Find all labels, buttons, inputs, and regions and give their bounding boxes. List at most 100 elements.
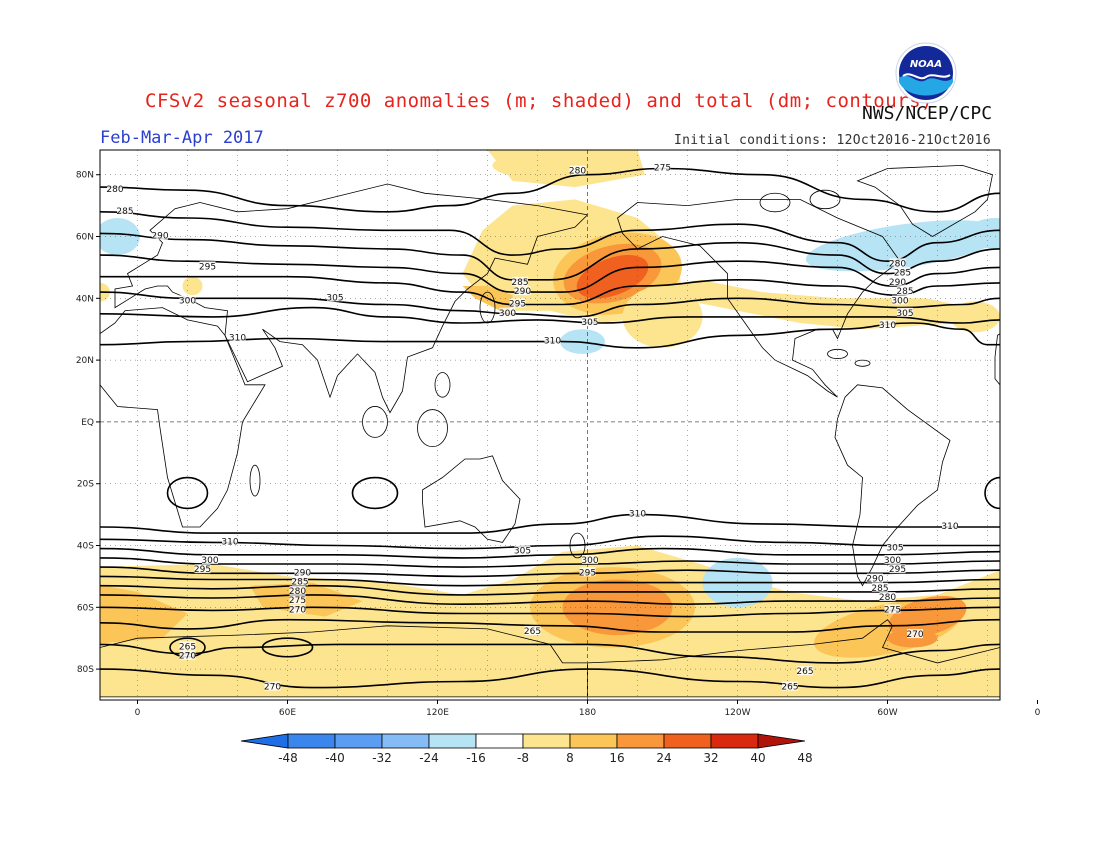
contour-label: 295 <box>199 262 216 272</box>
contour-line <box>100 547 1000 559</box>
contour-label: 280 <box>289 587 306 597</box>
anomaly-region <box>805 220 1000 272</box>
contour-label: 300 <box>201 556 218 566</box>
logo-text: NOAA <box>910 59 942 70</box>
latitude-label: 20N <box>76 356 94 366</box>
contour-line <box>100 322 1000 349</box>
contour-label-bg <box>907 629 923 639</box>
contour-label: 280 <box>569 167 586 177</box>
contour-label: 290 <box>294 568 311 578</box>
land-outlines <box>100 164 1100 698</box>
contour-label-bg <box>867 573 883 583</box>
land-outline <box>587 619 1000 698</box>
contour-loop <box>984 476 1000 510</box>
contour-label: 280 <box>106 185 123 195</box>
contour-label: 295 <box>194 565 211 575</box>
contour-label: 300 <box>581 556 598 566</box>
contour-label-bg <box>512 276 528 286</box>
contour-label-bg <box>579 567 596 577</box>
colorbar-swatch <box>616 733 665 749</box>
contour-label-bg <box>872 582 888 592</box>
island-outline <box>1018 246 1038 265</box>
colorbar-right-arrow <box>757 733 806 749</box>
contour-loop <box>351 476 399 510</box>
contour-label-bg <box>289 595 306 605</box>
colorbar-label: 32 <box>703 751 718 765</box>
contour-line <box>100 291 1000 318</box>
contour-label: 305 <box>581 318 598 328</box>
lat-lon-grid <box>100 150 1000 700</box>
contour-label: 270 <box>179 652 196 662</box>
map-axes: 80N 60N 40N 20N EQ 20S 40S 60S 80S 0 60E 120E 180 120… <box>76 171 1041 718</box>
contour-label: 305 <box>514 547 531 557</box>
contour-label-bg <box>514 545 531 555</box>
contour-label: 270 <box>264 683 281 693</box>
land-outline <box>1015 184 1100 413</box>
contour-label-bg <box>327 292 343 302</box>
island-outline <box>249 464 261 497</box>
contour-label: 270 <box>906 630 923 640</box>
colorbar-label: -48 <box>278 751 298 765</box>
longitude-label: 60W <box>877 708 897 718</box>
contour-line <box>100 254 1000 293</box>
initial-conditions-label: Initial conditions: 12Oct2016-21Oct2016 <box>674 133 991 148</box>
island-outline <box>854 359 871 367</box>
contour-label: 275 <box>884 605 901 615</box>
colorbar-swatch <box>663 733 712 749</box>
contour-label: 290 <box>889 278 906 288</box>
contour-line <box>100 594 1000 606</box>
contour-label-bg <box>889 276 906 286</box>
contour-label: 305 <box>896 309 913 319</box>
contour-label: 285 <box>896 287 913 297</box>
contour-label: 275 <box>289 596 306 606</box>
contour-label-bg <box>582 317 598 327</box>
anomaly-region <box>887 628 938 648</box>
contour-label-bg <box>544 335 561 345</box>
contour-label-bg <box>884 604 901 614</box>
contour-label: 285 <box>291 578 308 588</box>
contour-line <box>100 535 1000 550</box>
anomaly-region <box>560 329 605 354</box>
colorbar-swatch <box>381 733 430 749</box>
contour-line <box>100 606 1000 618</box>
colorbar-label: -16 <box>466 751 486 765</box>
land-outline <box>422 455 521 543</box>
contour-line <box>100 513 1000 534</box>
contour-label: 290 <box>151 232 168 242</box>
land-outline <box>100 307 266 528</box>
colorbar-label: 24 <box>656 751 671 765</box>
latitude-label: 40S <box>77 542 94 552</box>
contour-label: 300 <box>179 296 196 306</box>
contour-line <box>100 575 1000 587</box>
contour-label-bg <box>897 307 913 317</box>
contour-label: 275 <box>654 164 671 174</box>
contour-label-bg <box>889 258 906 268</box>
colorbar-label: -40 <box>325 751 345 765</box>
colorbar-label: 40 <box>750 751 765 765</box>
island-outline <box>809 189 841 210</box>
contour-line <box>100 643 1000 664</box>
latitude-label: 40N <box>76 294 94 304</box>
contour-line <box>100 566 1000 578</box>
contour-label-bg <box>942 520 958 530</box>
contour-label-bg <box>194 564 211 574</box>
contour-line <box>100 211 1000 263</box>
contour-line <box>100 167 1000 213</box>
anomaly-region <box>950 301 1000 333</box>
contour-label: 285 <box>894 269 911 279</box>
colorbar: -48 -40 -32 -24 -16 -8 8 16 24 32 40 48 <box>240 733 813 765</box>
height-contours <box>100 167 1000 689</box>
contour-label-bg <box>889 564 906 574</box>
colorbar-swatch <box>475 733 524 749</box>
colorbar-swatch <box>428 733 477 749</box>
contour-label-bg <box>199 261 216 271</box>
contour-label: 290 <box>514 287 531 297</box>
contour-label: 285 <box>116 207 133 217</box>
longitude-label: 180 <box>579 708 596 718</box>
contour-label: 280 <box>889 259 906 269</box>
contour-label: 310 <box>544 337 561 347</box>
contour-label-bg <box>499 307 516 317</box>
land-outline <box>856 164 993 237</box>
land-outline <box>100 625 588 698</box>
contour-line <box>100 668 1000 689</box>
